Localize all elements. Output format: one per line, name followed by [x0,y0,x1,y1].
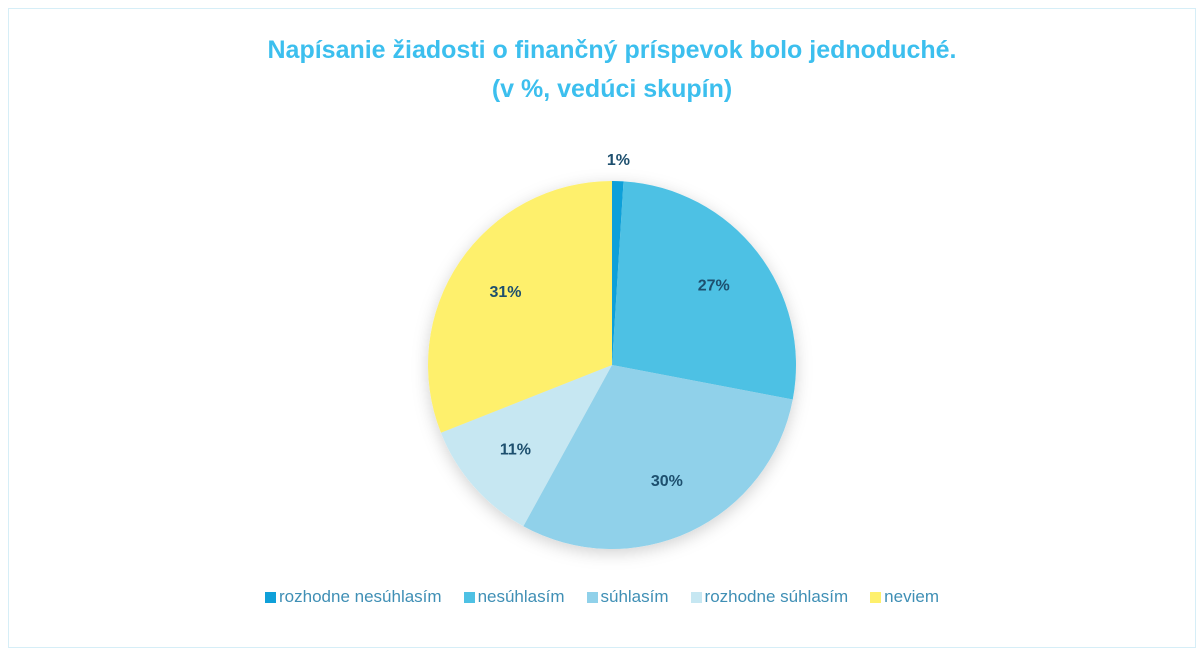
legend-label: rozhodne súhlasím [704,587,849,606]
legend-label: neviem [884,587,939,606]
pie-slice [523,365,793,549]
pie-slice [427,181,612,433]
legend-item: rozhodne súhlasím [690,587,849,607]
pie-slice [612,181,796,400]
legend-item: rozhodne nesúhlasím [265,587,442,607]
legend-swatch [463,591,475,603]
data-label: 1% [607,152,630,169]
legend-item: nesúhlasím [463,587,565,607]
legend-swatch [870,591,882,603]
chart-title: Napísanie žiadosti o finančný príspevok … [267,36,956,64]
legend-swatch [265,591,277,603]
pie-slice [612,181,624,365]
legend-swatch [586,591,598,603]
data-label: 30% [651,473,683,490]
data-label: 27% [698,277,730,294]
legend-swatch [690,591,702,603]
chart-subtitle: (v %, vedúci skupín) [492,75,732,103]
pie-slice [440,365,612,527]
legend-label: nesúhlasím [477,587,565,606]
legend-label: rozhodne nesúhlasím [279,587,442,606]
chart: Napísanie žiadosti o finančný príspevok … [267,36,957,549]
data-label: 31% [489,284,521,301]
legend-item: neviem [870,587,939,607]
legend-item: súhlasím [586,587,669,607]
legend: rozhodne nesúhlasím nesúhlasím súhlasím roz… [0,587,1204,607]
data-label: 11% [500,441,531,458]
legend-label: súhlasím [600,587,669,606]
page: {"chart_data": {"type": "pie", "title": … [0,8,1204,648]
pie [427,181,796,549]
